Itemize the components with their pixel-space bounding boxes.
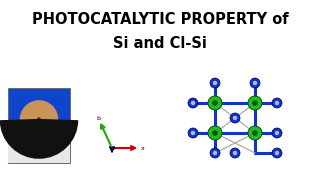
Circle shape [188,128,198,138]
Circle shape [191,132,195,134]
Text: b: b [96,116,100,120]
Circle shape [213,101,217,105]
Circle shape [248,126,262,140]
Circle shape [230,113,240,123]
Circle shape [276,152,278,154]
Circle shape [230,148,240,158]
Circle shape [248,96,262,110]
Circle shape [253,82,257,84]
Circle shape [253,131,257,135]
Circle shape [213,82,217,84]
Circle shape [234,116,236,120]
Circle shape [191,102,195,105]
Circle shape [188,98,198,108]
Circle shape [210,148,220,158]
Circle shape [272,128,282,138]
Bar [8,139,70,163]
Bar [8,88,70,163]
Circle shape [208,96,222,110]
Circle shape [250,78,260,88]
Circle shape [276,132,278,134]
Text: PHOTOCATALYTIC PROPERTY of: PHOTOCATALYTIC PROPERTY of [32,12,288,27]
Circle shape [276,102,278,105]
Circle shape [234,152,236,154]
Text: x: x [141,147,145,152]
Text: Si and Cl-Si: Si and Cl-Si [113,36,207,51]
Circle shape [210,78,220,88]
Circle shape [208,126,222,140]
Circle shape [253,101,257,105]
Circle shape [213,131,217,135]
Circle shape [213,152,217,154]
Circle shape [20,101,58,138]
Circle shape [272,98,282,108]
Circle shape [272,148,282,158]
